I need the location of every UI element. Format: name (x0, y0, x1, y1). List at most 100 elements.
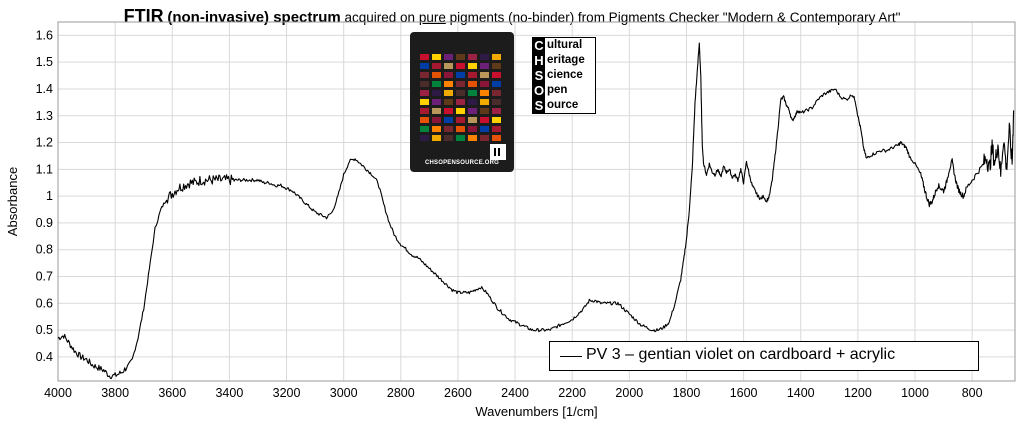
pigment-swatch (456, 117, 465, 123)
x-tick-label: 1200 (844, 386, 872, 400)
pigment-swatch (420, 63, 429, 69)
pigment-swatch (420, 90, 429, 96)
legend-series-name: PV 3 – gentian violet on cardboard + acr… (586, 346, 896, 363)
pigment-swatch (432, 126, 441, 132)
pigment-swatch (420, 117, 429, 123)
x-tick-label: 3800 (101, 386, 129, 400)
y-tick-label: 1.4 (36, 82, 53, 96)
pigment-swatch (480, 135, 489, 141)
pigment-swatch (456, 90, 465, 96)
logo-row: O pen (533, 83, 595, 98)
pigment-swatch (420, 108, 429, 114)
y-tick-label: 1.6 (36, 28, 53, 42)
chart-legend: PV 3 – gentian violet on cardboard + acr… (549, 341, 979, 371)
pigment-swatch (468, 108, 477, 114)
logo-word: ultural (547, 39, 583, 51)
y-tick-label: 0.6 (36, 296, 53, 310)
pigment-swatch (480, 99, 489, 105)
pigment-swatch (492, 108, 501, 114)
title-pre: acquired on (344, 10, 416, 25)
pigment-swatch (444, 117, 453, 123)
logo-letter: S (533, 68, 545, 83)
pigment-swatch (456, 126, 465, 132)
logo-letter: C (533, 38, 545, 53)
pigment-swatch (492, 117, 501, 123)
pigment-swatch (432, 90, 441, 96)
pigment-swatch (492, 63, 501, 69)
x-tick-label: 4000 (44, 386, 72, 400)
pigment-swatch (480, 54, 489, 60)
title-post: pigments (no-binder) from Pigments Check… (449, 10, 901, 25)
logo-row: H eritage (533, 53, 595, 68)
x-tick-label: 1400 (787, 386, 815, 400)
pigment-swatch (456, 108, 465, 114)
x-tick-label: 3000 (330, 386, 358, 400)
pigment-swatch (480, 117, 489, 123)
y-tick-label: 0.4 (36, 350, 53, 364)
card-footer-text: CHSOPENSOURCE.ORG (424, 160, 500, 166)
logo-word: pen (547, 84, 568, 96)
pigment-swatch (480, 81, 489, 87)
y-axis-ticks: 0.4 0.5 0.6 0.7 0.8 0.9 1 1.1 1.2 1.3 1.4 1.5 1.6 (36, 28, 53, 363)
y-tick-label: 0.5 (36, 323, 53, 337)
pigment-swatch (468, 135, 477, 141)
pigment-swatch (468, 126, 477, 132)
pigment-swatch (456, 72, 465, 78)
pigment-swatch (432, 108, 441, 114)
pigment-swatch (480, 126, 489, 132)
x-tick-label: 3200 (273, 386, 301, 400)
pigment-swatch (492, 99, 501, 105)
pigment-swatch (480, 72, 489, 78)
x-tick-label: 2800 (387, 386, 415, 400)
pigment-swatch (444, 99, 453, 105)
pigment-swatch (420, 54, 429, 60)
y-tick-label: 0.9 (36, 216, 53, 230)
logo-row: C ultural (533, 38, 595, 53)
pigment-swatch (420, 126, 429, 132)
y-tick-label: 0.8 (36, 243, 53, 257)
pigment-swatch (468, 81, 477, 87)
x-axis-ticks: 4000 3800 3600 3400 3200 3000 2800 2600 2400 2200… (44, 386, 983, 400)
logo-word: cience (547, 69, 583, 81)
pigment-swatch (492, 90, 501, 96)
pigment-swatch (432, 72, 441, 78)
x-tick-label: 3400 (215, 386, 243, 400)
series-line-pv3 (57, 42, 1015, 380)
pigment-swatch (420, 99, 429, 105)
chart-grid (57, 22, 1015, 381)
pigment-swatch (432, 117, 441, 123)
x-tick-label: 2000 (615, 386, 643, 400)
x-tick-label: 3600 (158, 386, 186, 400)
pigment-swatch (420, 135, 429, 141)
logo-letter: S (533, 98, 545, 113)
pigment-swatch (432, 54, 441, 60)
legend-line-swatch (560, 356, 582, 357)
x-axis-label: Wavenumbers [1/cm] (475, 404, 597, 419)
pigment-swatch (468, 63, 477, 69)
pigment-swatch (480, 63, 489, 69)
y-tick-label: 1 (46, 189, 53, 203)
x-tick-label: 2400 (501, 386, 529, 400)
pigment-swatch (468, 54, 477, 60)
pigment-swatch (432, 99, 441, 105)
pigment-swatch (444, 126, 453, 132)
qr-code-icon (490, 144, 506, 160)
pigment-swatch (456, 63, 465, 69)
logo-word: eritage (547, 54, 585, 66)
logo-letter: O (533, 83, 545, 98)
pigment-swatch (444, 72, 453, 78)
pigment-swatch (492, 81, 501, 87)
pigment-swatch (444, 54, 453, 60)
x-tick-label: 2600 (444, 386, 472, 400)
y-tick-label: 1.3 (36, 109, 53, 123)
logo-row: S ource (533, 98, 595, 113)
pigment-swatch (444, 108, 453, 114)
y-tick-label: 1.5 (36, 55, 53, 69)
pigment-swatch (492, 54, 501, 60)
pigment-swatch (444, 81, 453, 87)
y-tick-label: 0.7 (36, 270, 53, 284)
pigment-swatch (456, 81, 465, 87)
pigment-swatch (444, 135, 453, 141)
pigment-swatch (492, 135, 501, 141)
